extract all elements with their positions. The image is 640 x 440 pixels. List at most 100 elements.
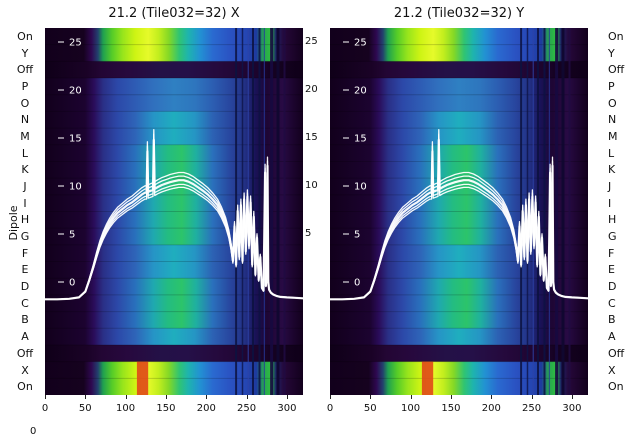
x-tick-mark xyxy=(286,395,288,399)
x-tick-mark xyxy=(410,395,412,399)
dipole-row xyxy=(45,28,303,46)
dipole-row xyxy=(330,178,588,196)
dipole-row xyxy=(330,344,588,363)
dipole-label-left: Off xyxy=(16,346,34,360)
power-tick-label: 25 xyxy=(354,38,367,49)
x-tick-label: 50 xyxy=(363,403,377,414)
dipole-label-right: A xyxy=(608,330,616,344)
dipole-row xyxy=(330,94,588,112)
dipole-label-left: J xyxy=(23,180,27,193)
dipole-label-right: K xyxy=(608,163,616,177)
x-tick-label: 150 xyxy=(441,403,461,414)
power-tick-label: 15 xyxy=(354,134,367,145)
dipole-row xyxy=(330,78,588,96)
dipole-row xyxy=(45,194,303,212)
x-tick-mark xyxy=(206,395,208,399)
right-axis-tick-label: 25 xyxy=(305,36,318,47)
dipole-row xyxy=(330,294,588,312)
dipole-label-right: L xyxy=(608,146,615,160)
x-tick-mark xyxy=(246,395,248,399)
x-tick-label: 150 xyxy=(156,403,176,414)
power-tick-label: 0 xyxy=(69,278,75,289)
heatmap-panel-y: 25 20 15 10 5 0 xyxy=(330,28,588,395)
dipole-row xyxy=(45,344,303,363)
x-tick-label: 250 xyxy=(522,403,542,414)
dipole-row xyxy=(330,161,588,179)
dipole-row xyxy=(45,294,303,312)
x-tick-mark xyxy=(531,395,533,399)
dipole-label-right: J xyxy=(608,180,612,193)
corner-zero-label: 0 xyxy=(30,426,37,437)
dipole-label-right: F xyxy=(608,246,615,260)
dipole-label-right: D xyxy=(608,280,617,294)
x-tick-label: 0 xyxy=(41,403,49,414)
dipole-row xyxy=(45,61,303,79)
heatmap-panel-x: 25 20 15 10 5 0 xyxy=(45,28,303,395)
x-tick-mark xyxy=(330,395,331,399)
dipole-label-left: N xyxy=(20,113,30,127)
x-tick-label: 300 xyxy=(562,403,582,414)
dipole-label-right: O xyxy=(608,96,617,110)
x-tick-label: 0 xyxy=(326,403,334,414)
power-tick-label: 25 xyxy=(69,38,82,49)
hot-spot xyxy=(421,361,434,395)
power-tick-label: 5 xyxy=(69,230,75,241)
bandpass-line xyxy=(330,148,588,300)
dipole-label-left: B xyxy=(21,313,29,327)
dipole-label-left: K xyxy=(21,163,29,177)
dipole-label-right: On xyxy=(608,29,624,43)
dipole-label-left: On xyxy=(17,29,33,43)
power-tick-label: 0 xyxy=(354,278,360,289)
dipole-row xyxy=(45,328,303,346)
dipole-label-left: L xyxy=(21,146,29,160)
dipole-label-right: Off xyxy=(608,346,625,360)
right-axis-tick-label: 5 xyxy=(305,228,312,239)
x-tick-label: 200 xyxy=(196,403,216,414)
dipole-label-right: B xyxy=(608,313,616,327)
dipole-label-right: C xyxy=(608,296,616,310)
x-tick-mark xyxy=(165,395,167,399)
power-tick-label: 5 xyxy=(354,230,360,241)
x-tick-mark xyxy=(450,395,452,399)
right-axis-tick-label: 10 xyxy=(305,180,318,191)
dipole-row xyxy=(45,378,303,395)
dipole-row xyxy=(330,28,588,46)
power-tick-label: 20 xyxy=(69,86,82,97)
x-tick-mark xyxy=(85,395,87,399)
x-tick-label: 250 xyxy=(237,403,257,414)
x-tick-mark xyxy=(370,395,372,399)
dipole-label-right: X xyxy=(608,363,616,377)
dipole-label-right: G xyxy=(608,230,617,243)
power-tick-label: 10 xyxy=(69,182,82,193)
dipole-row xyxy=(45,261,303,279)
x-tick-label: 200 xyxy=(481,403,501,414)
power-tick-label: 10 xyxy=(354,182,367,193)
right-axis-tick-label: 15 xyxy=(305,132,318,143)
dipole-row xyxy=(45,278,303,296)
dipole-label-left: H xyxy=(20,213,30,227)
dipole-label-left: X xyxy=(21,363,29,377)
dipole-row xyxy=(45,178,303,196)
dipole-row xyxy=(45,161,303,179)
dipole-label-left: C xyxy=(21,296,29,310)
dipole-label-left: O xyxy=(20,96,30,110)
bandpass-line xyxy=(45,148,303,300)
dipole-label-left: I xyxy=(23,196,27,210)
dipole-row xyxy=(330,44,588,62)
dipole-label-left: Off xyxy=(16,63,34,77)
dipole-label-right: On xyxy=(608,380,624,394)
dipole-row xyxy=(330,361,588,379)
panel-title-y: 21.2 (Tile032=32) Y xyxy=(393,6,525,21)
dipole-label-left: P xyxy=(21,79,29,93)
dipole-row xyxy=(330,378,588,395)
power-tick-label: 15 xyxy=(69,134,82,145)
dipole-label-right: Off xyxy=(608,63,625,77)
dipole-row xyxy=(45,78,303,96)
dipole-row xyxy=(45,144,303,162)
dipole-label-right: I xyxy=(608,196,612,210)
dipole-label-left: D xyxy=(20,280,30,294)
x-tick-mark xyxy=(125,395,127,399)
dipole-label-right: P xyxy=(608,79,615,93)
dipole-row xyxy=(330,144,588,162)
